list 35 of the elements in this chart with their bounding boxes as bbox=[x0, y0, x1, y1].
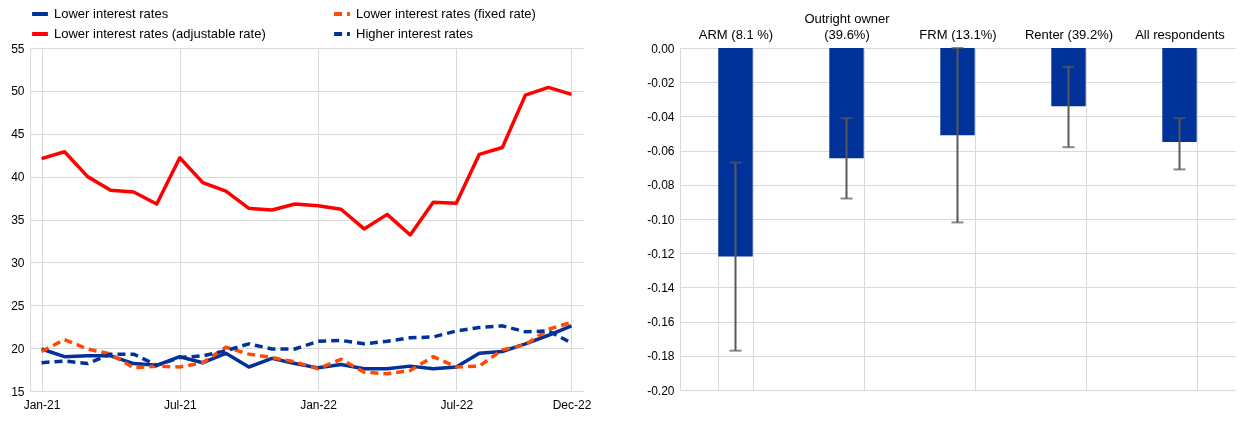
x-tick-label: All respondents bbox=[1135, 26, 1226, 42]
legend-label: Lower interest rates (fixed rate) bbox=[356, 6, 536, 21]
y-tick-label: -0.14 bbox=[647, 280, 675, 295]
line-series bbox=[39, 85, 574, 237]
x-tick-label: Jul-21 bbox=[163, 397, 197, 412]
y-tick-label: 55 bbox=[11, 41, 25, 56]
x-tick-label: ARM (8.1 %) bbox=[698, 26, 774, 42]
y-tick-label: -0.12 bbox=[647, 246, 675, 261]
legend-label: Lower interest rates bbox=[54, 6, 169, 21]
x-tick-label: Jan-21 bbox=[23, 397, 61, 412]
y-tick-label: 20 bbox=[11, 341, 25, 356]
y-tick-label: 40 bbox=[11, 170, 25, 185]
legend-label: Higher interest rates bbox=[356, 26, 474, 41]
y-tick-label: 30 bbox=[11, 255, 25, 270]
x-tick-label: Jul-22 bbox=[440, 397, 474, 412]
y-tick-label: 0.00 bbox=[651, 41, 675, 56]
y-tick-label: -0.16 bbox=[647, 315, 675, 330]
y-tick-label: -0.04 bbox=[647, 109, 675, 124]
legend-label: Lower interest rates (adjustable rate) bbox=[54, 26, 266, 41]
y-tick-label: -0.18 bbox=[647, 349, 675, 364]
y-tick-label: -0.10 bbox=[647, 212, 675, 227]
y-tick-label: 15 bbox=[11, 384, 25, 399]
x-tick-label: Renter (39.2%) bbox=[1024, 26, 1114, 42]
y-tick-label: -0.06 bbox=[647, 144, 675, 159]
y-tick-label: -0.08 bbox=[647, 178, 675, 193]
y-tick-label: -0.02 bbox=[647, 75, 675, 90]
x-tick-label: Outright owner (39.6%) bbox=[804, 10, 891, 42]
y-tick-label: -0.20 bbox=[647, 383, 675, 398]
y-tick-label: 50 bbox=[11, 84, 25, 99]
x-tick-label: Dec-22 bbox=[552, 397, 592, 412]
y-tick-label: 45 bbox=[11, 127, 25, 142]
x-tick-label: Jan-22 bbox=[300, 397, 338, 412]
y-tick-label: 25 bbox=[11, 298, 25, 313]
y-tick-label: 35 bbox=[11, 213, 25, 227]
x-tick-label: FRM (13.1%) bbox=[919, 26, 997, 42]
